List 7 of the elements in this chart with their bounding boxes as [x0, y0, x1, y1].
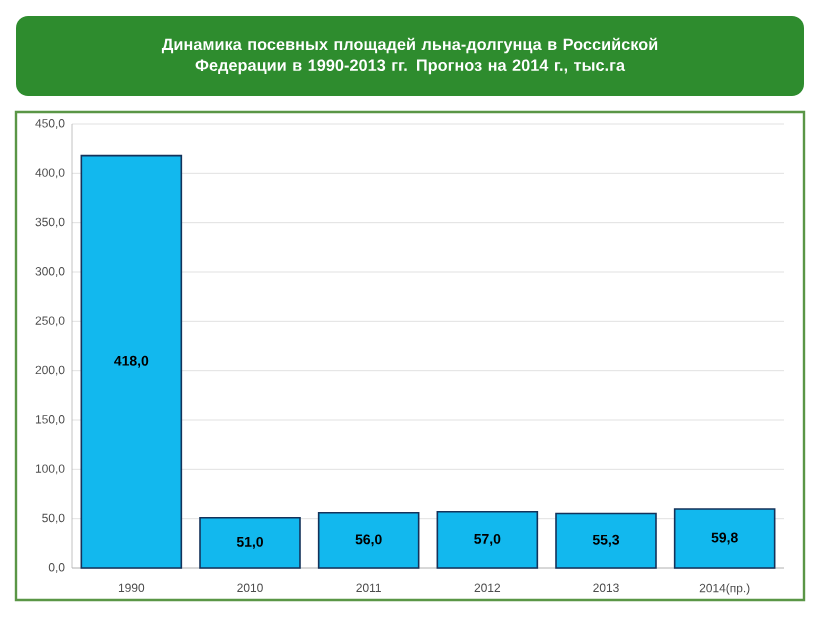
bar: [555, 512, 657, 569]
bar: [199, 516, 301, 569]
bar: [317, 511, 420, 569]
bar: [436, 510, 539, 569]
bar: [673, 508, 776, 569]
bar: [80, 154, 183, 569]
chart-title: Динамика посевных площадей льна-долгунца в Российской Федерации в 1990-2013 гг. Прогноз на 2014 г., тыс.га: [161, 37, 658, 75]
